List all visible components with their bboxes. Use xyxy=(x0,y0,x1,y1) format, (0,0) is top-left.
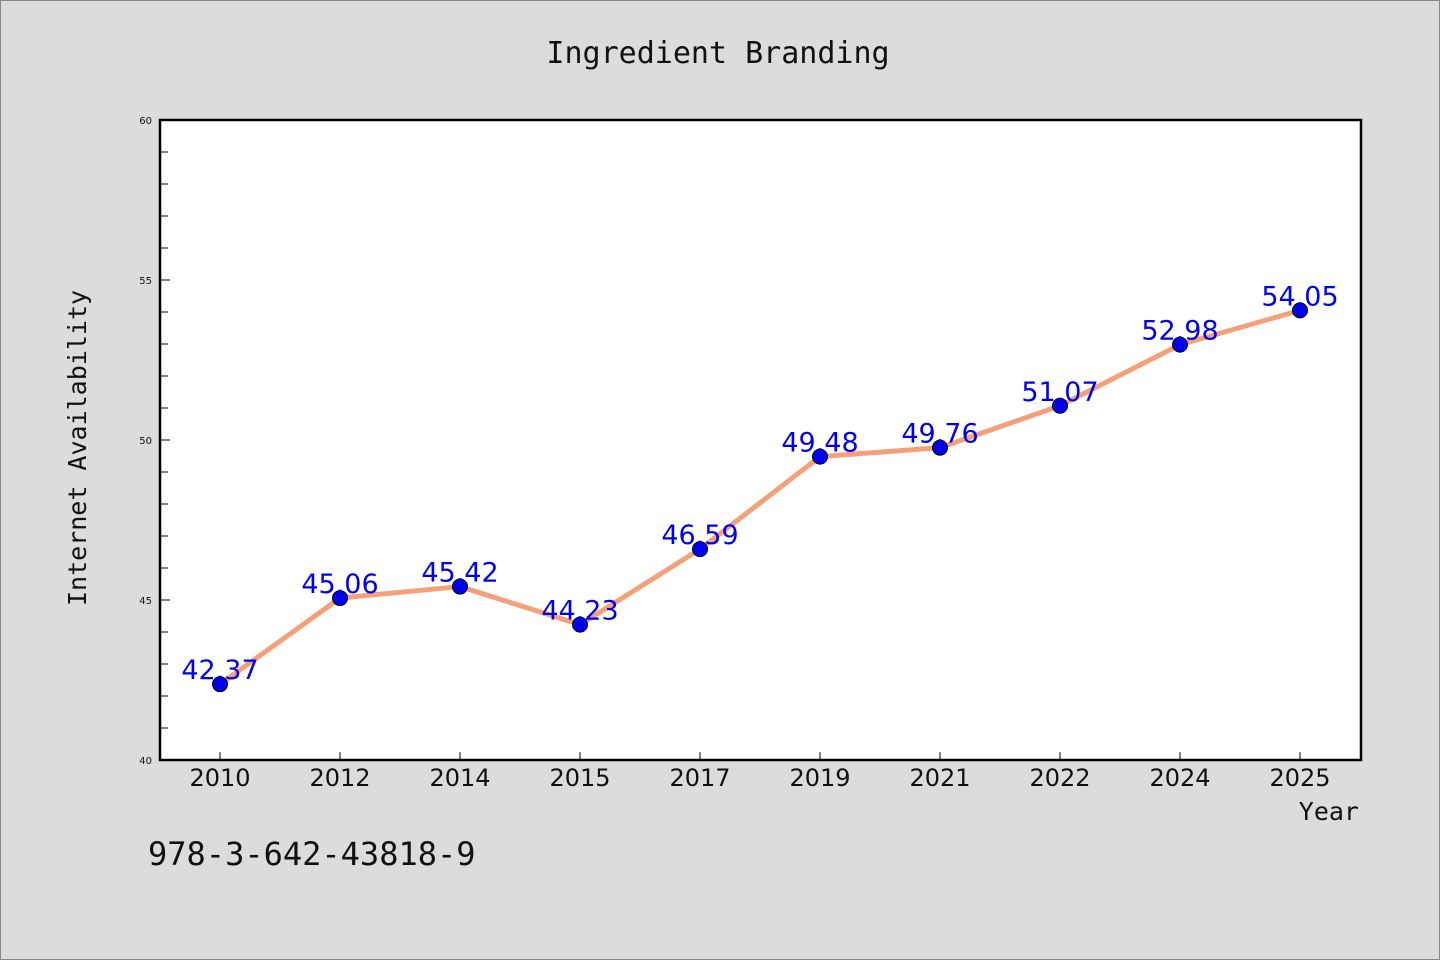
x-tick-label: 2010 xyxy=(189,764,250,792)
x-tick-label: 2015 xyxy=(549,764,610,792)
x-tick-label: 2024 xyxy=(1149,764,1210,792)
data-points xyxy=(212,302,1308,693)
data-labels: 42.37 45.06 45.42 44.23 46.59 49.48 49.76 51.07… xyxy=(181,281,1338,686)
x-axis: 2010 2012 2014 2015 2017 2019 2021 2022 2024 2025 xyxy=(189,752,1331,792)
data-point xyxy=(452,578,468,595)
data-label: 42.37 xyxy=(181,655,258,686)
data-label: 45.06 xyxy=(301,569,378,600)
data-point xyxy=(692,541,708,558)
x-tick-label: 2012 xyxy=(309,764,370,792)
y-axis-label: Internet Availability xyxy=(63,290,92,606)
x-tick-label: 2014 xyxy=(429,764,490,792)
y-tick-label: 50 xyxy=(139,436,152,447)
data-label: 46.59 xyxy=(661,520,738,551)
x-tick-label: 2019 xyxy=(789,764,850,792)
data-label: 52.98 xyxy=(1141,316,1218,347)
data-point xyxy=(932,439,948,456)
data-point xyxy=(572,616,588,633)
x-tick-label: 2025 xyxy=(1269,764,1330,792)
data-point xyxy=(332,590,348,607)
series-line xyxy=(217,307,1303,687)
data-point xyxy=(1172,336,1188,353)
data-label: 44.23 xyxy=(541,596,618,627)
data-point xyxy=(212,676,228,693)
chart-title: Ingredient Branding xyxy=(546,36,889,71)
data-point xyxy=(1292,302,1308,319)
isbn-text: 978-3-642-43818-9 xyxy=(148,835,476,873)
y-tick-label: 40 xyxy=(139,756,152,767)
y-tick-label: 45 xyxy=(139,596,152,607)
data-point xyxy=(812,448,828,465)
x-axis-label: Year xyxy=(1299,797,1359,826)
data-point xyxy=(1052,397,1068,414)
x-tick-label: 2022 xyxy=(1029,764,1090,792)
y-tick-label: 60 xyxy=(139,116,152,127)
y-tick-label: 55 xyxy=(139,276,152,287)
plot-area xyxy=(158,118,1363,762)
data-label: 49.48 xyxy=(781,428,858,459)
data-label: 49.76 xyxy=(901,419,978,450)
data-label: 54.05 xyxy=(1261,281,1338,312)
x-tick-label: 2017 xyxy=(669,764,730,792)
x-tick-label: 2021 xyxy=(909,764,970,792)
data-label: 51.07 xyxy=(1021,377,1098,408)
data-label: 45.42 xyxy=(421,558,498,589)
y-axis: 40 45 50 55 60 xyxy=(139,116,170,767)
